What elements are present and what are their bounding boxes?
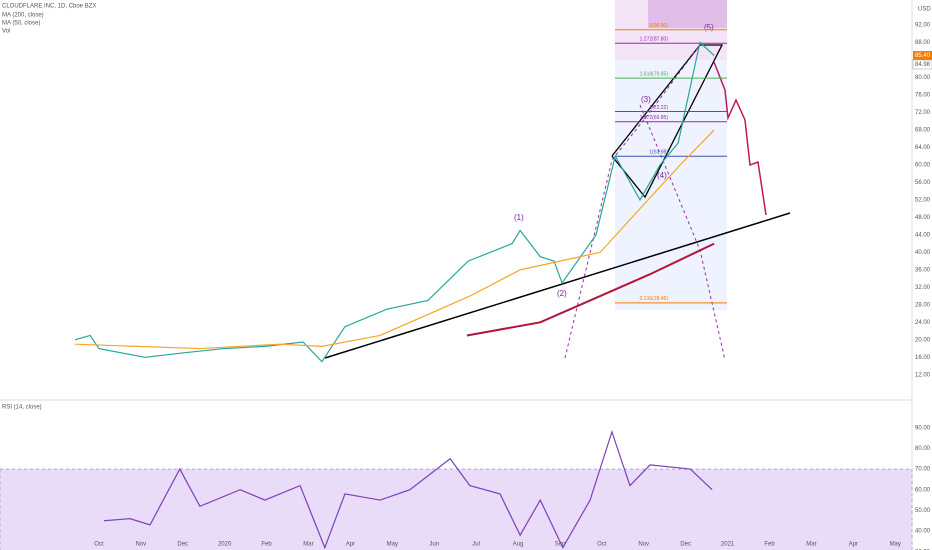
y-tick-label: 40.00 [915,529,931,535]
y-tick-label: 70.00 [915,467,931,473]
y-tick-label: 16.00 [915,355,931,361]
indicator-label: MA (50, close) [2,21,40,27]
y-tick-label: 80.00 [915,75,931,81]
y-tick-label: 50.00 [915,508,931,514]
y-tick-label: 36.00 [915,267,931,273]
indicator-label: MA (200, close) [2,13,44,19]
x-tick-label: Mar [303,542,313,548]
x-tick-label: May [387,542,398,548]
series-line [75,129,715,350]
x-tick-label: Apr [849,542,858,548]
y-tick-label: 32.00 [915,285,931,291]
price-tag-label: 85.40 [915,53,931,59]
y-tick-label: 48.00 [915,215,931,221]
y-tick-label: 20.00 [915,337,931,343]
y-tick-label: 60.00 [915,162,931,168]
y-tick-label: 90.00 [915,425,931,431]
y-tick-label: 60.00 [915,487,931,493]
wave-label: (5) [704,23,714,32]
fib-label: 2(90.90) [649,23,668,29]
y-tick-label: 52.00 [915,197,931,203]
y-tick-label: 56.00 [915,180,931,186]
x-tick-label: Aug [513,542,524,548]
y-tick-label: 76.00 [915,92,931,98]
price-tag [912,59,932,70]
x-tick-label: Mar [806,542,816,548]
x-tick-label: Jul [472,542,480,548]
fib-label: 1(72.22) [649,105,668,111]
x-tick-label: Apr [346,542,355,548]
y-tick-label: 44.00 [915,232,931,238]
x-tick-label: Nov [135,542,146,548]
series-line [103,429,713,550]
x-tick-label: Oct [597,542,607,548]
y-tick-label: 88.00 [915,40,931,46]
y-tick-label: 12.00 [915,372,931,378]
y-tick-label: 24.00 [915,320,931,326]
projection [713,61,767,216]
x-tick-label: Feb [764,542,775,548]
y-tick-label: 64.00 [915,145,931,151]
y-tick-label: 28.00 [915,302,931,308]
x-tick-label: Jun [429,542,439,548]
x-tick-label: Dec [177,542,188,548]
fib-label: 1.272(87.80) [640,37,669,43]
x-tick-label: Dec [680,542,691,548]
x-tick-label: Oct [94,542,104,548]
wave-label: (1) [514,213,524,222]
y-tick-label: 40.00 [915,250,931,256]
rsi-title: RSI (14, close) [2,405,42,411]
fib-label: 1.272(69.85) [640,115,669,121]
indicator-label: Vol [2,29,10,35]
channel [611,44,724,199]
y-tick-label: 68.00 [915,127,931,133]
x-tick-label: Feb [261,542,272,548]
wave-label: (3) [641,95,651,104]
x-tick-label: Nov [638,542,649,548]
series-line [74,41,715,363]
price-tag-label: 84.98 [915,62,931,68]
rsi-band [0,468,913,550]
fib-label: 0.236(28.46) [640,296,669,302]
x-tick-label: Sep [555,542,566,548]
fib-label: 1.618(79.85) [640,71,669,77]
x-tick-label: May [890,542,901,548]
fib-zone [648,0,727,28]
currency: USD [918,7,931,13]
y-tick-label: 72.00 [915,110,931,116]
wave-label: (2) [557,289,567,298]
price-tag [913,51,932,60]
fib-label: 1(61.98) [649,150,668,156]
symbol-title: CLOUDFLARE INC, 1D, Cboe BZX [2,4,96,10]
x-tick-label: 2021 [721,542,735,548]
wave-label: (4) [657,171,667,180]
y-tick-label: 80.00 [915,446,931,452]
y-tick-label: 92.00 [915,23,931,29]
x-tick-label: 2020 [218,542,232,548]
trend-line [324,212,791,359]
series-line [466,242,715,337]
